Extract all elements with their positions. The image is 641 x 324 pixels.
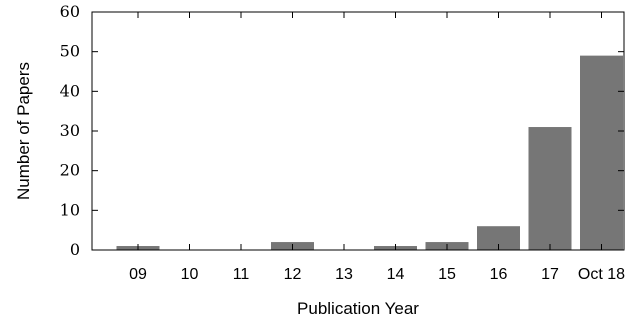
x-tick-label: 10 [181, 266, 199, 283]
x-tick-label: 17 [541, 266, 559, 283]
y-tick-label: 0 [70, 240, 80, 259]
plot-frame [91, 11, 625, 251]
y-tick-label: 20 [60, 161, 80, 180]
x-axis-title: Publication Year [297, 299, 419, 318]
bar-16 [477, 226, 520, 250]
bar-oct-18 [580, 55, 623, 251]
x-tick-label: 14 [387, 266, 405, 283]
y-axis-title: Number of Papers [14, 62, 33, 200]
bar-17 [528, 127, 572, 250]
y-tick-label: 10 [60, 200, 80, 219]
y-tick-label: 50 [60, 42, 80, 61]
y-tick-label: 30 [60, 121, 80, 140]
x-tick-label: 11 [233, 266, 250, 283]
x-tick-label: Oct 18 [578, 266, 625, 283]
y-axis-ticks: 0 10 20 30 40 50 60 [60, 2, 624, 259]
x-axis-ticks: 09 10 11 12 13 14 15 16 17 Oct 18 [129, 12, 625, 283]
x-tick-label: 13 [335, 266, 353, 283]
x-tick-label: 09 [129, 266, 147, 283]
x-tick-label: 12 [284, 266, 302, 283]
x-tick-label: 16 [490, 266, 508, 283]
x-tick-label: 15 [438, 266, 456, 283]
y-tick-label: 60 [60, 2, 80, 21]
y-tick-label: 40 [60, 81, 80, 100]
bars-group [116, 55, 623, 251]
